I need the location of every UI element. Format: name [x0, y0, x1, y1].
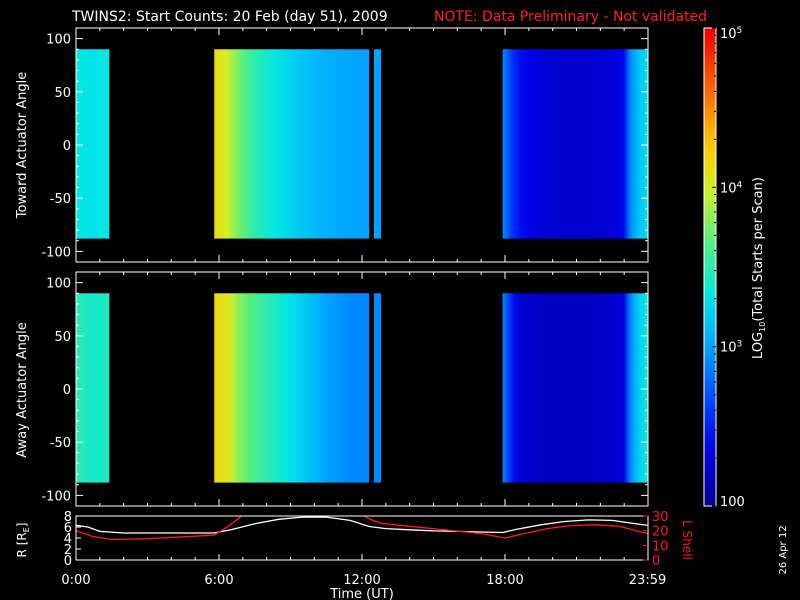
colorbar-tick-label: 103 [720, 340, 742, 356]
figure-title: TWINS2: Start Counts: 20 Feb (day 51), 2… [71, 9, 388, 25]
y-tick-label: 0 [63, 383, 71, 398]
y-tick-label: -50 [50, 436, 71, 451]
y-tick-label: 0 [63, 139, 71, 154]
y-tick-label: 100 [46, 277, 71, 292]
left-y-tick-label: 2 [64, 543, 72, 558]
orbit-left-ylabel: R [RE] [15, 523, 31, 558]
heatmap-data-block [214, 49, 370, 239]
orbit-right-ylabel: L Shell [680, 520, 694, 560]
away-ylabel: Away Actuator Angle [15, 322, 30, 457]
colorbar-tick-label: 104 [720, 180, 743, 196]
heatmap-data-block [373, 293, 382, 483]
left-y-tick-label: 8 [64, 510, 72, 525]
heatmap-data-block [214, 293, 370, 483]
left-y-tick-label: 0 [64, 554, 72, 569]
heatmap-data-block [373, 49, 382, 239]
time-axis-label: Time (UT) [329, 587, 394, 600]
left-y-tick-label: 4 [64, 532, 72, 547]
x-tick-label: 18:00 [486, 573, 523, 588]
heatmap-data-block [76, 49, 110, 239]
l-shell-line [76, 516, 648, 541]
heatmap-data-block [502, 49, 648, 239]
y-tick-label: 50 [54, 330, 71, 345]
colorbar-gradient [703, 27, 717, 507]
date-stamp: 26 Apr 12 [778, 525, 789, 574]
heatmap-data-block [502, 293, 648, 483]
right-y-tick-label: 20 [652, 525, 669, 540]
x-tick-label: 6:00 [204, 573, 233, 588]
y-tick-label: 100 [46, 33, 71, 48]
right-y-tick-label: 30 [652, 510, 669, 525]
right-y-tick-label: 10 [652, 539, 669, 554]
away-heatmap-panel: 100 50 0 -50 -100 [41, 271, 649, 507]
y-tick-label: -100 [41, 489, 71, 504]
y-tick-label: 50 [54, 86, 71, 101]
toward-heatmap-panel: 100 50 0 -50 -100 [41, 27, 649, 263]
x-tick-label: 12:00 [343, 573, 380, 588]
x-tick-label: 0:00 [61, 573, 90, 588]
right-y-tick-label: 0 [652, 554, 660, 569]
x-tick-label: 23:59 [629, 573, 666, 588]
preliminary-note: NOTE: Data Preliminary - Not validated [434, 9, 707, 25]
colorbar-tick-label: 100 [720, 495, 745, 510]
colorbar: 105 104 103 100 [703, 26, 745, 510]
y-tick-label: -100 [41, 245, 71, 260]
r-distance-line [76, 516, 648, 534]
toward-ylabel: Toward Actuator Angle [15, 72, 30, 219]
heatmap-data-block [76, 293, 110, 483]
colorbar-tick-label: 105 [720, 26, 742, 42]
y-tick-label: -50 [50, 192, 71, 207]
left-y-tick-label: 6 [64, 521, 72, 536]
colorbar-label: LOG10(Total Starts per Scan) [751, 177, 767, 359]
